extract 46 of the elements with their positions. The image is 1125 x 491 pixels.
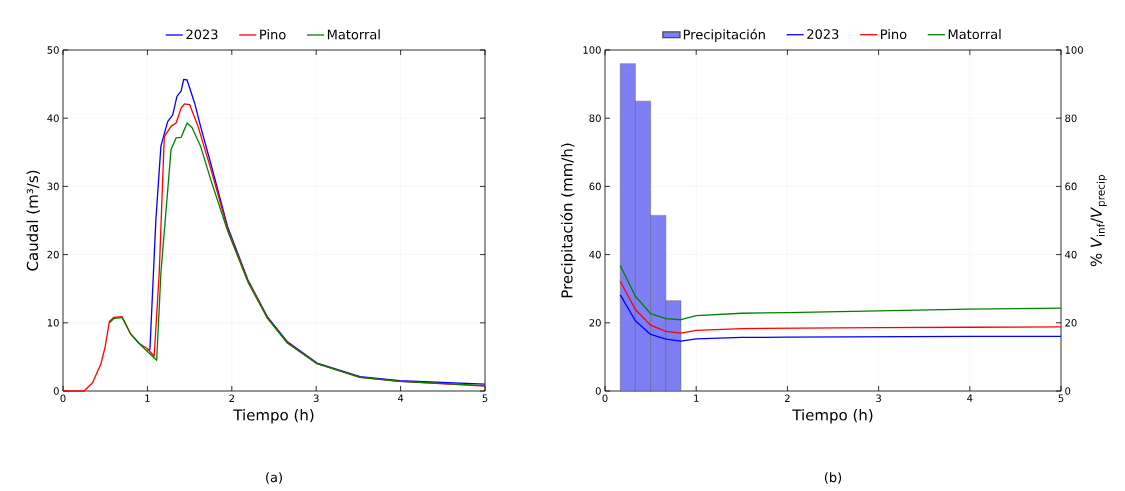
legend-label: Matorral <box>948 29 1001 40</box>
x-tick-label: 0 <box>602 394 608 403</box>
y-tick-label: 0 <box>53 387 59 395</box>
y-tick-label: 20 <box>589 319 601 327</box>
legend-label: 2023 <box>807 29 839 39</box>
y2-tick-label: 60 <box>1065 182 1077 191</box>
y2-tick-label: 40 <box>1065 250 1077 259</box>
x-tick-label: 3 <box>876 394 881 403</box>
legend-label: Pino <box>260 29 286 40</box>
y2-tick-label: 20 <box>1065 319 1077 327</box>
x-tick-label: 5 <box>1058 394 1064 402</box>
y-tick-label: 60 <box>589 182 601 191</box>
x-tick-label: 4 <box>397 394 404 402</box>
y-tick-label: 80 <box>589 114 601 122</box>
x-axis-title: Tiempo (h) <box>792 408 873 424</box>
y-tick-label: 10 <box>47 319 59 327</box>
x-tick-label: 2 <box>229 394 234 402</box>
legend-label: Matorral <box>327 29 380 40</box>
y-tick-label: 40 <box>589 250 601 259</box>
y2-axis-title: % V$_{inf}$/V$_{precip}$ <box>1090 174 1107 267</box>
y-tick-label: 30 <box>47 182 59 191</box>
text: (b) <box>824 472 842 484</box>
y-axis-title: Precipitación (mm/h) <box>560 143 576 298</box>
x-tick-label: 2 <box>784 394 790 402</box>
x-tick-label: 4 <box>967 394 973 402</box>
y-tick-label: 50 <box>47 46 59 54</box>
x-tick-label: 1 <box>145 394 150 402</box>
legend-label: 2023 <box>186 29 218 40</box>
x-axis-title: Tiempo (h) <box>233 408 314 424</box>
y2-tick-label: 80 <box>1065 114 1077 122</box>
x-tick-label: 1 <box>694 394 699 402</box>
x-tick-label: 0 <box>60 394 66 403</box>
y-tick-label: 20 <box>47 250 59 259</box>
y-tick-label: 100 <box>583 46 601 54</box>
text: (a) <box>266 472 282 484</box>
line-series <box>108 122 486 387</box>
y2-tick-label: 0 <box>1065 387 1071 395</box>
y2-tick-label: 100 <box>1065 46 1083 54</box>
legend-label: Pino <box>881 29 907 40</box>
legend-label: Precipitación <box>683 28 765 42</box>
y-axis-title: Caudal (m³/s) <box>26 170 40 271</box>
line-series <box>146 78 486 385</box>
x-tick-label: 3 <box>313 394 319 403</box>
y-tick-label: 0 <box>595 387 601 395</box>
x-tick-label: 5 <box>482 394 488 402</box>
y-tick-label: 40 <box>47 114 59 122</box>
